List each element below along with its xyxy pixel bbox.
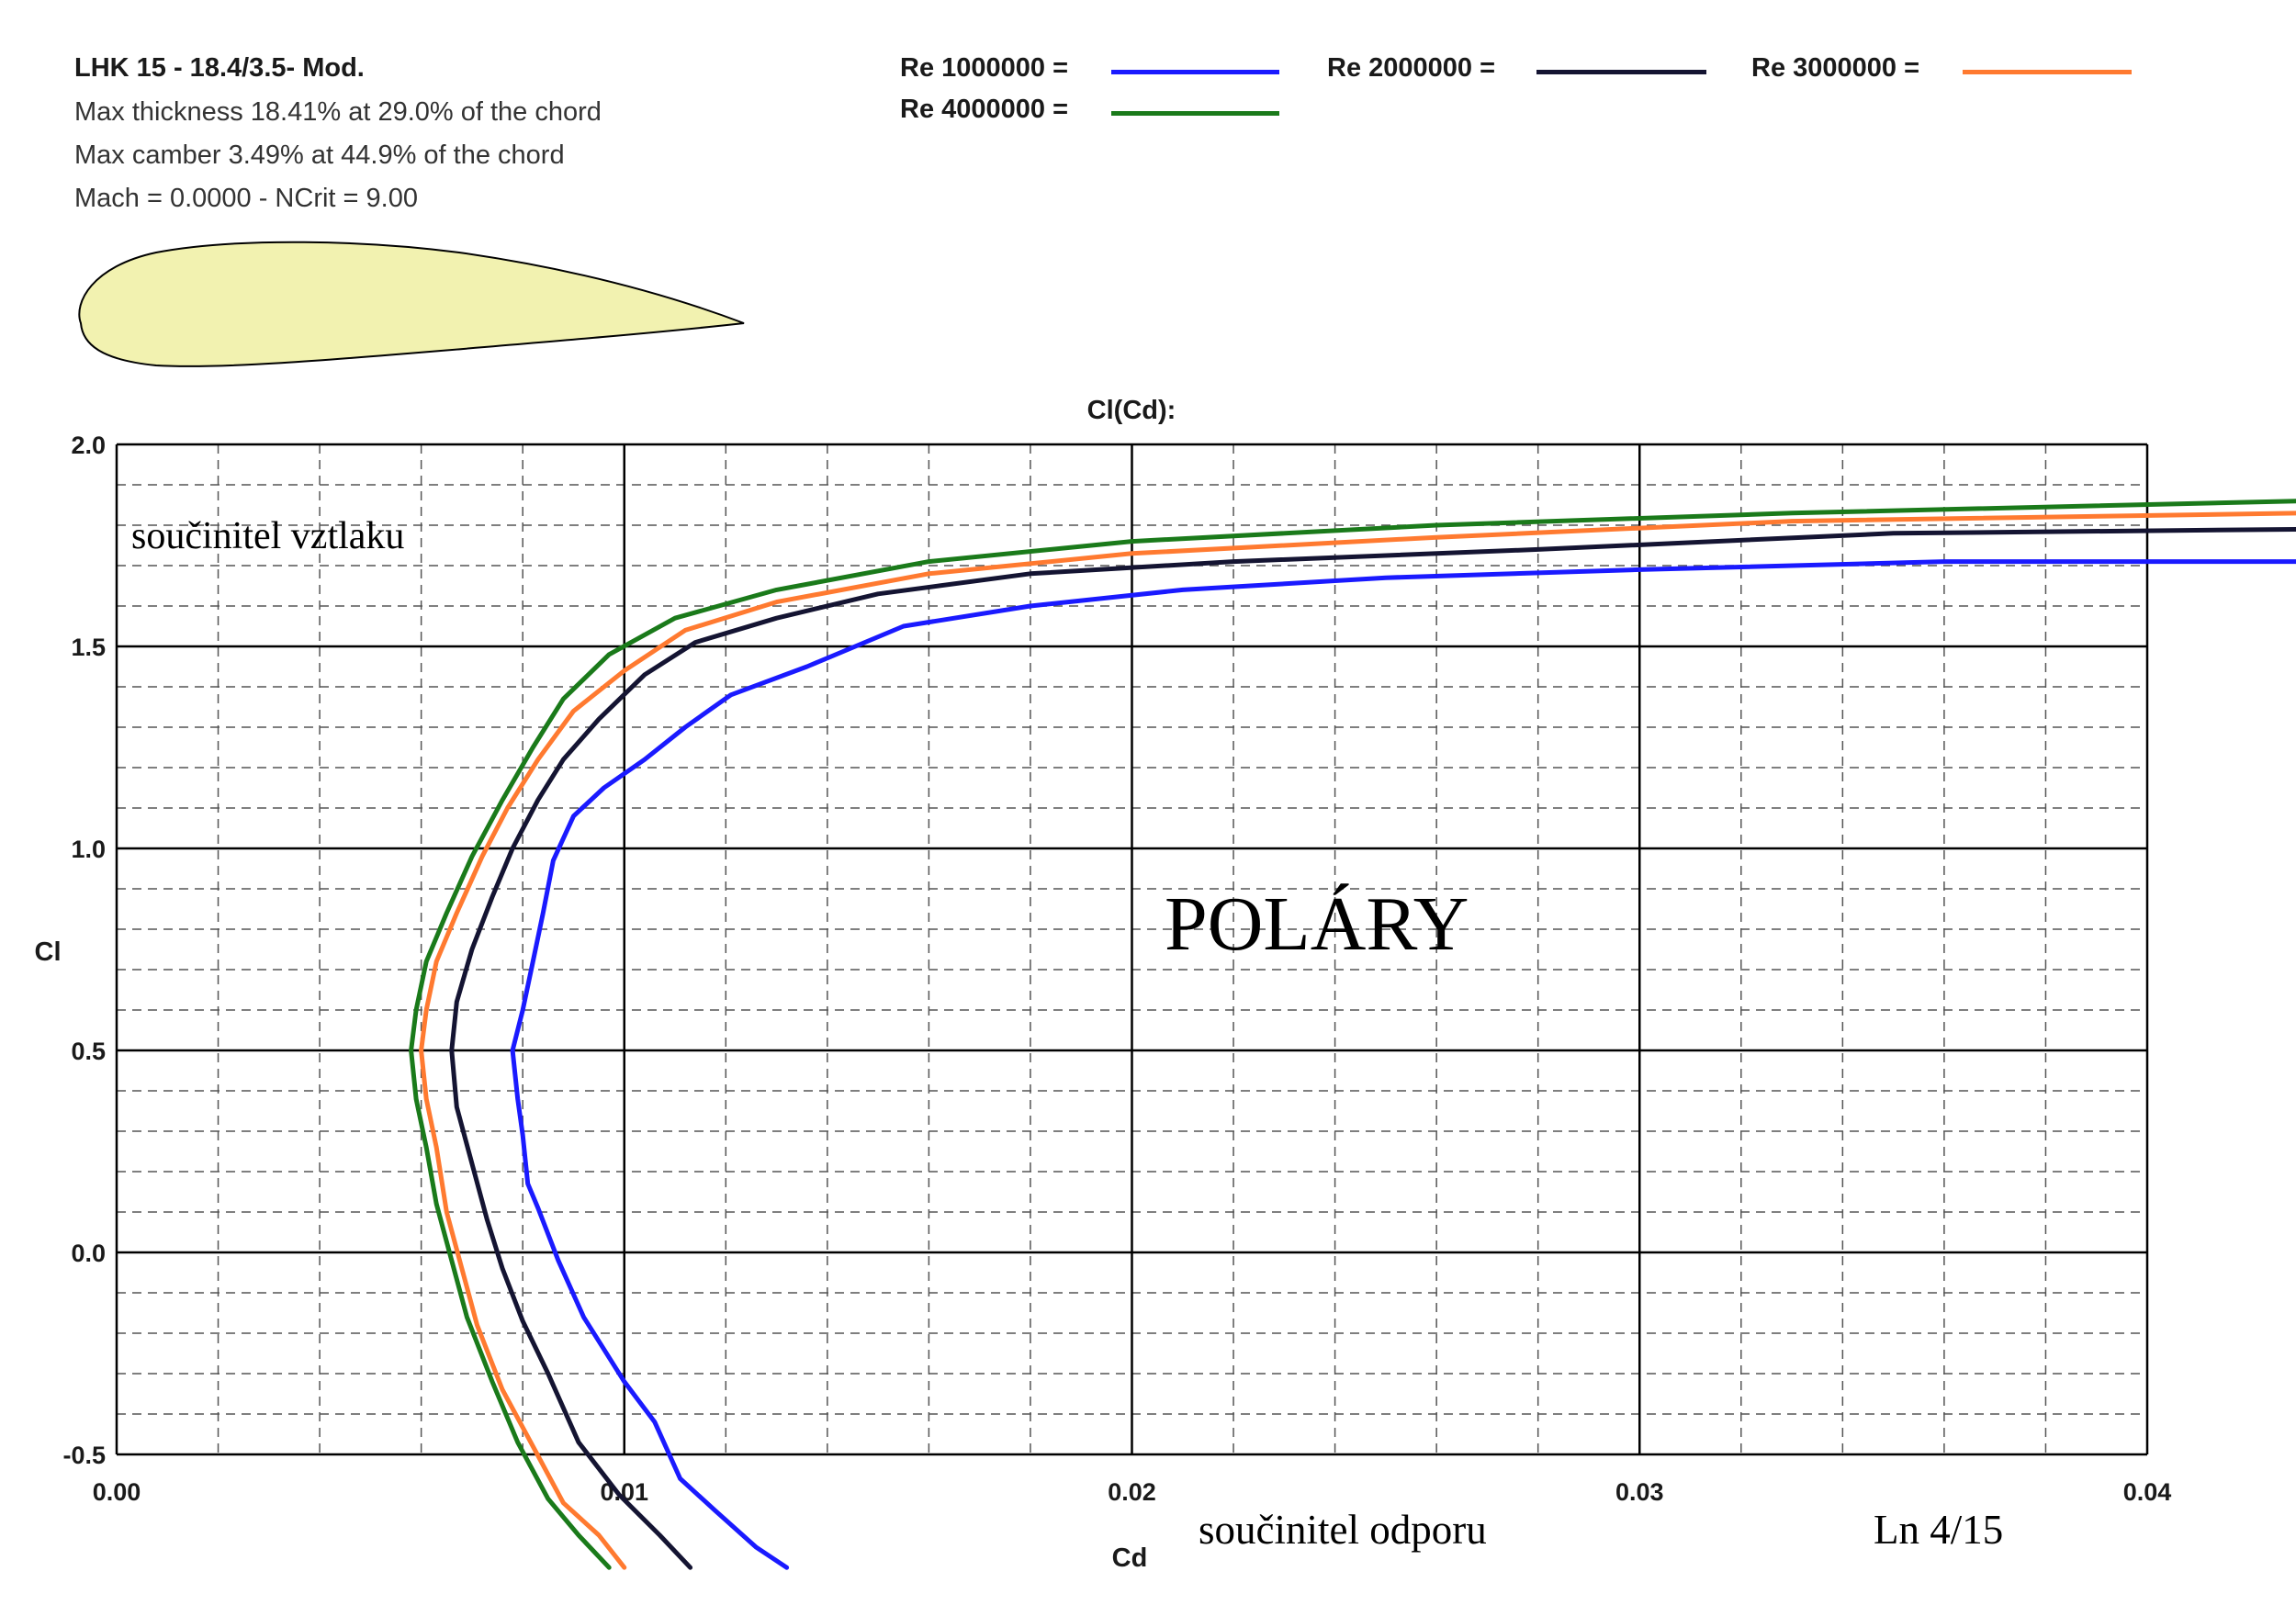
legend-label-re2m: Re 2000000 = [1327,53,1496,83]
legend-swatch-re1m [1111,70,1279,74]
legend-label-re3m: Re 3000000 = [1751,53,1920,83]
polar-heading: POLÁRY [1165,881,1469,967]
major-gridlines [115,443,2149,1456]
series-line-re4m [409,499,2296,1570]
series-line-re1m [510,559,2296,1570]
y-axis-label: Cl [35,937,62,967]
x-axis-ticks: 0.00 0.01 0.02 0.03 0.04 [93,1478,2172,1506]
mach-ncrit-text: Mach = 0.0000 - NCrit = 9.00 [74,184,418,213]
chart-title: Cl(Cd): [1087,396,1176,425]
legend-label-re1m: Re 1000000 = [900,53,1069,83]
x-tick-label: 0.00 [93,1478,141,1506]
max-camber-text: Max camber 3.49% at 44.9% of the chord [74,140,565,170]
y-tick-label: 0.5 [71,1038,106,1065]
y-tick-label: 1.0 [71,836,106,863]
y-tick-label: 2.0 [71,432,106,459]
x-axis-label: Cd [1112,1543,1148,1573]
series-line-re3m [419,511,2296,1570]
series-line-re2m [449,526,2296,1570]
y-tick-label: 0.0 [71,1240,106,1267]
x-tick-label: 0.04 [2123,1478,2172,1506]
drag-coefficient-note: součinitel odporu [1199,1507,1487,1553]
page-reference: Ln 4/15 [1874,1507,2004,1553]
x-tick-label: 0.02 [1108,1478,1156,1506]
legend-swatch-re3m [1963,70,2132,74]
legend-label-re4m: Re 4000000 = [900,95,1069,124]
legend-swatch-re2m [1536,70,1706,74]
airfoil-shape [78,241,745,367]
lift-coefficient-note: součinitel vztlaku [131,515,405,557]
y-tick-label: 1.5 [71,634,106,661]
airfoil-name: LHK 15 - 18.4/3.5- Mod. [74,53,365,83]
y-axis-ticks: -0.5 0.0 0.5 1.0 1.5 2.0 [62,432,106,1469]
max-thickness-text: Max thickness 18.41% at 29.0% of the cho… [74,97,602,127]
x-tick-label: 0.03 [1615,1478,1664,1506]
series-layer [409,499,2296,1570]
y-tick-label: -0.5 [62,1442,106,1469]
legend-swatch-re4m [1111,111,1279,116]
